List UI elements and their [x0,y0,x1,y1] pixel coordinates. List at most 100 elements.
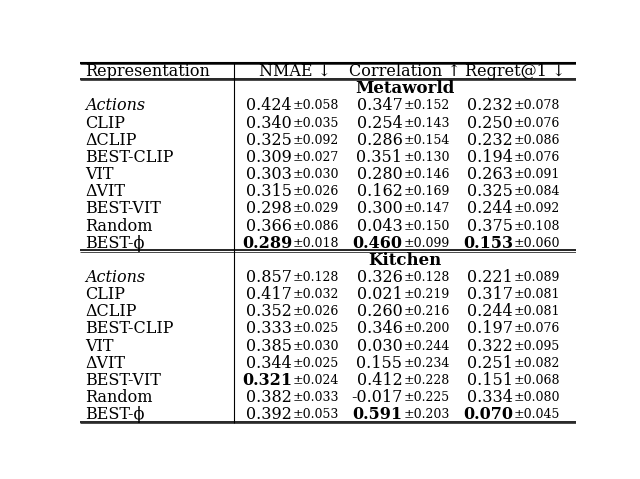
Text: ±0.084: ±0.084 [514,185,560,198]
Text: ΔCLIP: ΔCLIP [85,303,136,320]
Text: Representation: Representation [85,63,210,80]
Text: 0.021: 0.021 [356,286,403,303]
Text: ±0.234: ±0.234 [403,357,450,370]
Text: ±0.143: ±0.143 [403,116,450,130]
Text: ±0.081: ±0.081 [514,288,560,301]
Text: 0.251: 0.251 [467,355,513,372]
Text: 0.412: 0.412 [356,372,403,389]
Text: ±0.027: ±0.027 [293,151,339,164]
Text: ±0.086: ±0.086 [293,219,340,232]
Text: 0.322: 0.322 [467,338,513,354]
Text: 0.366: 0.366 [246,217,292,235]
Text: ±0.128: ±0.128 [403,271,450,284]
Text: 0.232: 0.232 [467,132,513,149]
Text: BEST-ϕ: BEST-ϕ [85,406,145,423]
Text: 0.857: 0.857 [246,269,292,286]
Text: 0.263: 0.263 [467,166,513,183]
Text: ±0.033: ±0.033 [293,391,340,404]
Text: ±0.078: ±0.078 [514,100,560,113]
Text: 0.043: 0.043 [356,217,403,235]
Text: ±0.225: ±0.225 [403,391,449,404]
Text: ±0.200: ±0.200 [403,322,450,335]
Text: 0.030: 0.030 [356,338,403,354]
Text: ±0.228: ±0.228 [403,374,450,387]
Text: 0.303: 0.303 [246,166,292,183]
Text: ±0.025: ±0.025 [293,322,339,335]
Text: 0.591: 0.591 [352,406,403,423]
Text: 0.162: 0.162 [356,183,403,200]
Text: ±0.026: ±0.026 [293,305,339,319]
Text: ±0.081: ±0.081 [514,305,560,319]
Text: 0.417: 0.417 [246,286,292,303]
Text: 0.221: 0.221 [467,269,513,286]
Text: -0.017: -0.017 [351,389,403,406]
Text: 0.424: 0.424 [246,97,292,114]
Text: CLIP: CLIP [85,286,125,303]
Text: ±0.219: ±0.219 [403,288,450,301]
Text: Regret@1 ↓: Regret@1 ↓ [465,63,565,80]
Text: ±0.026: ±0.026 [293,185,339,198]
Text: ±0.035: ±0.035 [293,116,339,130]
Text: 0.260: 0.260 [356,303,403,320]
Text: ±0.128: ±0.128 [293,271,339,284]
Text: 0.254: 0.254 [356,114,403,132]
Text: ±0.147: ±0.147 [403,202,450,216]
Text: ΔVIT: ΔVIT [85,355,125,372]
Text: ±0.092: ±0.092 [293,134,339,147]
Text: ±0.076: ±0.076 [514,322,560,335]
Text: 0.344: 0.344 [246,355,292,372]
Text: NMAE ↓: NMAE ↓ [259,63,330,80]
Text: ±0.154: ±0.154 [403,134,450,147]
Text: ±0.150: ±0.150 [403,219,450,232]
Text: 0.460: 0.460 [353,235,403,251]
Text: ±0.076: ±0.076 [514,116,560,130]
Text: ΔVIT: ΔVIT [85,183,125,200]
Text: ±0.095: ±0.095 [514,340,560,353]
Text: 0.153: 0.153 [463,235,513,251]
Text: 0.392: 0.392 [246,406,292,423]
Text: 0.286: 0.286 [356,132,403,149]
Text: ±0.082: ±0.082 [514,357,560,370]
Text: ±0.080: ±0.080 [514,391,560,404]
Text: 0.289: 0.289 [242,235,292,251]
Text: 0.385: 0.385 [246,338,292,354]
Text: Random: Random [85,217,152,235]
Text: 0.194: 0.194 [467,149,513,166]
Text: ±0.091: ±0.091 [514,168,560,181]
Text: ±0.053: ±0.053 [293,408,339,421]
Text: 0.325: 0.325 [246,132,292,149]
Text: 0.340: 0.340 [246,114,292,132]
Text: ±0.152: ±0.152 [403,100,450,113]
Text: ±0.092: ±0.092 [514,202,560,216]
Text: ±0.025: ±0.025 [293,357,339,370]
Text: ±0.130: ±0.130 [403,151,450,164]
Text: 0.298: 0.298 [246,200,292,217]
Text: 0.347: 0.347 [356,97,403,114]
Text: 0.244: 0.244 [467,200,513,217]
Text: BEST-CLIP: BEST-CLIP [85,149,173,166]
Text: 0.325: 0.325 [467,183,513,200]
Text: 0.382: 0.382 [246,389,292,406]
Text: 0.315: 0.315 [246,183,292,200]
Text: ±0.244: ±0.244 [403,340,450,353]
Text: 0.280: 0.280 [356,166,403,183]
Text: 0.155: 0.155 [356,355,403,372]
Text: ±0.216: ±0.216 [403,305,450,319]
Text: 0.352: 0.352 [246,303,292,320]
Text: ±0.108: ±0.108 [514,219,560,232]
Text: 0.334: 0.334 [467,389,513,406]
Text: ±0.058: ±0.058 [293,100,339,113]
Text: ±0.029: ±0.029 [293,202,339,216]
Text: ±0.030: ±0.030 [293,168,340,181]
Text: ±0.045: ±0.045 [514,408,560,421]
Text: Random: Random [85,389,152,406]
Text: ±0.076: ±0.076 [514,151,560,164]
Text: 0.232: 0.232 [467,97,513,114]
Text: 0.250: 0.250 [467,114,513,132]
Text: 0.300: 0.300 [356,200,403,217]
Text: ±0.068: ±0.068 [514,374,560,387]
Text: 0.197: 0.197 [467,320,513,338]
Text: ±0.089: ±0.089 [514,271,560,284]
Text: ΔCLIP: ΔCLIP [85,132,136,149]
Text: Correlation ↑: Correlation ↑ [349,63,461,80]
